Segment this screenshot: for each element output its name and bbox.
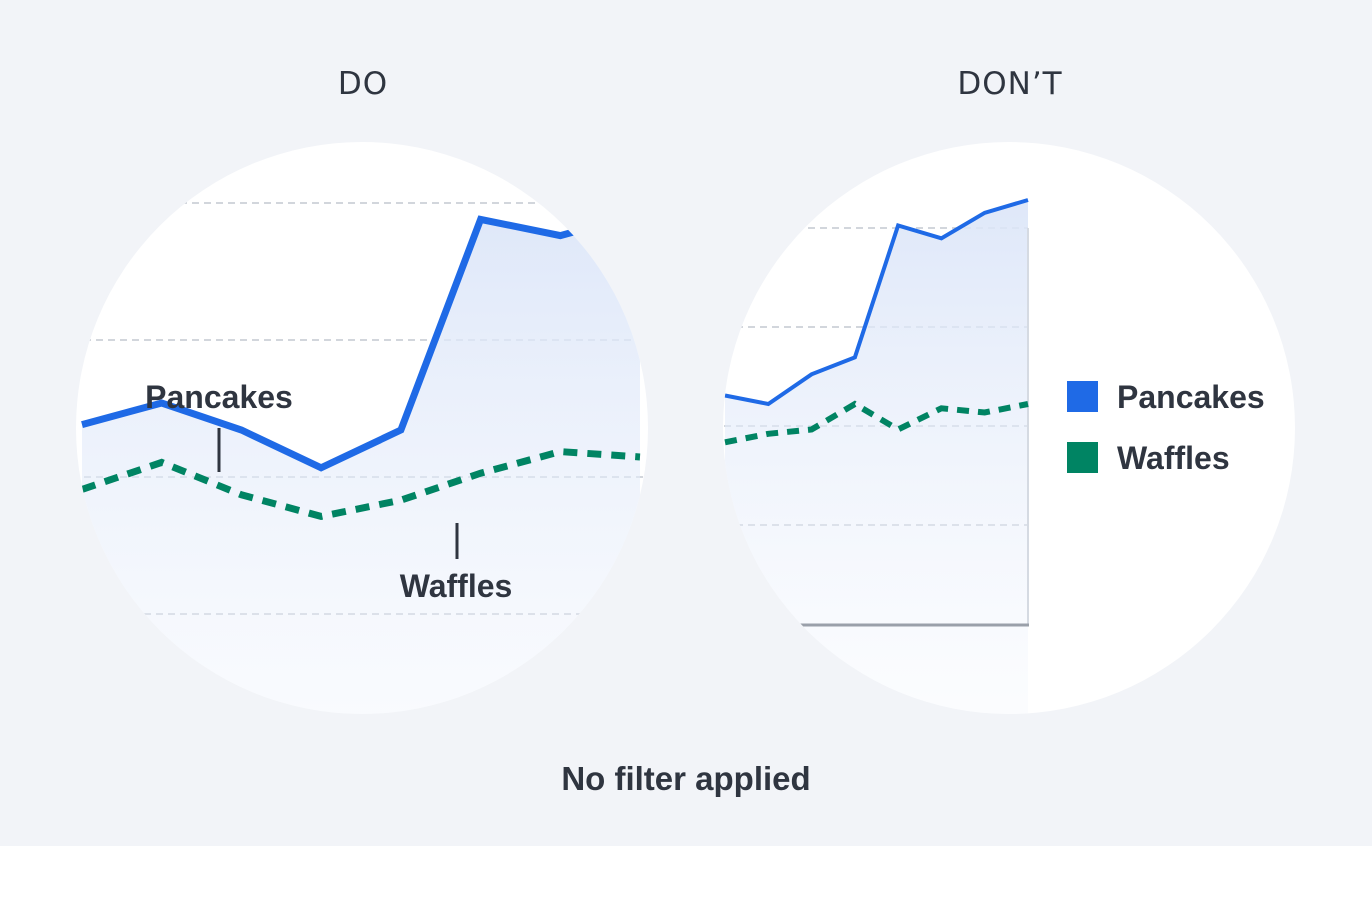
legend-swatch-pancakes (1067, 381, 1098, 412)
dont-waffles-line (724, 400, 1029, 446)
chart-scene: Pancakes Waffles Pancakes Waffles (76, 142, 1295, 714)
waffles-direct-label: Waffles (400, 568, 513, 604)
do-pancakes-line (81, 210, 641, 472)
do-chart (76, 202, 648, 714)
dont-title: DON’T (957, 66, 1063, 102)
legend-label-pancakes: Pancakes (1117, 379, 1265, 415)
dont-pancakes-points (724, 199, 1029, 405)
dont-chart (723, 198, 1029, 714)
do-waffles-line (80, 448, 641, 520)
caption: No filter applied (561, 760, 811, 797)
dont-pancakes-line (724, 198, 1029, 407)
legend-swatch-waffles (1067, 442, 1098, 473)
dont-waffles-points (724, 403, 1029, 443)
do-title: DO (337, 66, 389, 102)
legend-label-waffles: Waffles (1117, 440, 1230, 476)
dont-pancakes-area (725, 200, 1028, 714)
pancakes-direct-label: Pancakes (145, 379, 293, 415)
